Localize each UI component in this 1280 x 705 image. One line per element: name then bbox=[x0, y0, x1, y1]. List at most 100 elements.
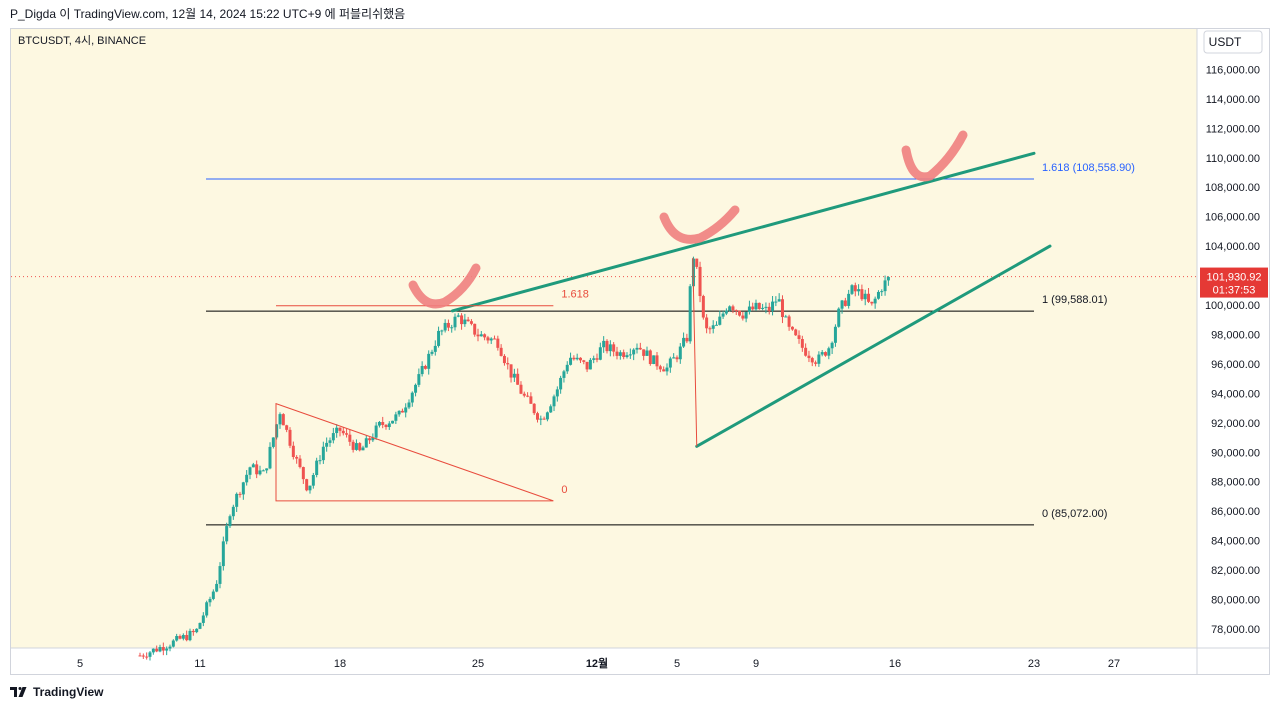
candle-body bbox=[368, 438, 372, 441]
candle-body bbox=[489, 338, 493, 341]
bar-countdown: 01:37:53 bbox=[1213, 285, 1256, 297]
candle-body bbox=[526, 395, 530, 397]
fib-level-label: 0 (85,072.00) bbox=[1042, 508, 1107, 520]
candle-body bbox=[453, 316, 457, 328]
candle-body bbox=[158, 647, 162, 652]
candle-body bbox=[715, 324, 718, 326]
candle-body bbox=[728, 306, 732, 311]
y-tick-label: 82,000.00 bbox=[1211, 565, 1260, 577]
candle-body bbox=[847, 293, 851, 306]
candle-body bbox=[824, 352, 827, 356]
candle-body bbox=[843, 300, 847, 306]
candle-body bbox=[407, 402, 411, 408]
candle-body bbox=[645, 350, 649, 356]
candle-body bbox=[138, 655, 142, 657]
candle-body bbox=[148, 652, 152, 657]
candle-body bbox=[622, 352, 626, 358]
candle-body bbox=[446, 322, 450, 328]
candle-body bbox=[384, 424, 388, 428]
candle-body bbox=[800, 339, 804, 348]
candle-body bbox=[221, 541, 225, 567]
candle-body bbox=[562, 371, 566, 378]
candle-body bbox=[486, 337, 490, 341]
candle-body bbox=[539, 418, 543, 420]
candle-body bbox=[394, 414, 398, 421]
candle-body bbox=[251, 464, 255, 468]
candle-body bbox=[325, 442, 329, 447]
candle-body bbox=[682, 337, 686, 347]
candle-body bbox=[516, 373, 520, 385]
currency-label: USDT bbox=[1209, 35, 1242, 49]
candle-body bbox=[499, 347, 503, 356]
candle-body bbox=[615, 351, 619, 356]
candle-body bbox=[648, 350, 652, 364]
candle-body bbox=[417, 374, 421, 385]
candle-body bbox=[588, 359, 592, 370]
candle-body bbox=[529, 396, 533, 404]
candle-body bbox=[473, 323, 477, 335]
y-tick-label: 104,000.00 bbox=[1205, 241, 1260, 253]
candle-body bbox=[582, 360, 586, 362]
candle-body bbox=[741, 315, 745, 319]
check-mark-icon bbox=[659, 205, 740, 244]
candle-body bbox=[774, 301, 778, 303]
candle-body bbox=[381, 421, 385, 425]
candle-body bbox=[688, 286, 692, 342]
candle-body bbox=[522, 393, 526, 396]
candle-body bbox=[810, 358, 814, 363]
candle-body bbox=[298, 458, 302, 468]
drop-line bbox=[692, 257, 698, 447]
candle-body bbox=[698, 266, 702, 297]
candle-body bbox=[612, 344, 616, 352]
candle-body bbox=[532, 403, 536, 414]
chart-frame[interactable] bbox=[10, 28, 1270, 675]
candle-body bbox=[876, 291, 880, 299]
candle-body bbox=[241, 482, 245, 495]
candle-body bbox=[536, 413, 539, 420]
candle-body bbox=[198, 622, 202, 629]
candle-body bbox=[371, 437, 375, 441]
candle-body bbox=[638, 347, 642, 350]
candle-body bbox=[873, 298, 877, 304]
symbol-label: BTCUSDT, 4시, BINANCE bbox=[18, 35, 146, 47]
candle-body bbox=[318, 460, 322, 462]
candle-body bbox=[364, 438, 368, 448]
candle-body bbox=[345, 433, 349, 435]
y-tick-label: 86,000.00 bbox=[1211, 506, 1260, 518]
candle-body bbox=[285, 425, 289, 430]
footer-brand: TradingView bbox=[10, 682, 103, 702]
candle-body bbox=[555, 389, 559, 397]
y-tick-label: 114,000.00 bbox=[1206, 94, 1260, 106]
candle-body bbox=[185, 635, 189, 641]
candle-body bbox=[652, 355, 656, 364]
candle-body bbox=[850, 285, 854, 294]
candle-body bbox=[261, 470, 265, 472]
candle-body bbox=[592, 358, 596, 360]
candle-body bbox=[420, 365, 424, 375]
candle-body bbox=[321, 446, 325, 461]
candle-body bbox=[331, 433, 335, 441]
candle-body bbox=[685, 337, 689, 342]
candle-body bbox=[764, 306, 768, 308]
candle-body bbox=[705, 317, 709, 329]
candle-body bbox=[469, 321, 473, 324]
candle-body bbox=[552, 396, 556, 407]
candle-body bbox=[288, 429, 292, 446]
candle-body bbox=[275, 424, 279, 438]
candle-body bbox=[608, 344, 612, 352]
y-tick-label: 116,000.00 bbox=[1206, 64, 1260, 76]
candle-body bbox=[731, 306, 735, 311]
candle-body bbox=[814, 362, 818, 364]
currency-button[interactable] bbox=[1203, 30, 1263, 54]
candle-body bbox=[797, 335, 801, 340]
candle-body bbox=[632, 349, 636, 355]
y-tick-label: 108,000.00 bbox=[1205, 182, 1260, 194]
candle-body bbox=[572, 357, 576, 360]
y-tick-label: 88,000.00 bbox=[1211, 477, 1260, 489]
candle-body bbox=[228, 516, 232, 527]
candle-body bbox=[440, 330, 444, 332]
triangle-pattern bbox=[275, 402, 554, 502]
candle-body bbox=[466, 319, 470, 322]
candle-body bbox=[181, 635, 185, 639]
